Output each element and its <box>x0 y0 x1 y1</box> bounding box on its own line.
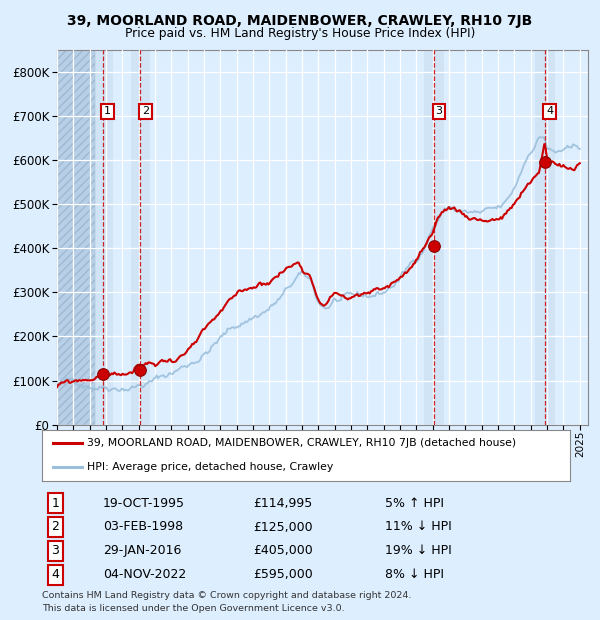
Text: HPI: Average price, detached house, Crawley: HPI: Average price, detached house, Craw… <box>87 462 333 472</box>
Text: 2: 2 <box>51 521 59 533</box>
Text: 29-JAN-2016: 29-JAN-2016 <box>103 544 181 557</box>
Text: 11% ↓ HPI: 11% ↓ HPI <box>385 521 452 533</box>
Text: 04-NOV-2022: 04-NOV-2022 <box>103 569 186 581</box>
Text: £405,000: £405,000 <box>253 544 313 557</box>
Point <box>136 365 145 374</box>
Text: £125,000: £125,000 <box>253 521 313 533</box>
Text: 19-OCT-1995: 19-OCT-1995 <box>103 497 185 510</box>
Point <box>540 157 550 167</box>
Text: £114,995: £114,995 <box>253 497 313 510</box>
Bar <box>424 50 444 425</box>
Text: 39, MOORLAND ROAD, MAIDENBOWER, CRAWLEY, RH10 7JB (detached house): 39, MOORLAND ROAD, MAIDENBOWER, CRAWLEY,… <box>87 438 516 448</box>
Text: 2: 2 <box>142 107 149 117</box>
Text: 39, MOORLAND ROAD, MAIDENBOWER, CRAWLEY, RH10 7JB: 39, MOORLAND ROAD, MAIDENBOWER, CRAWLEY,… <box>67 14 533 28</box>
Text: Contains HM Land Registry data © Crown copyright and database right 2024.: Contains HM Land Registry data © Crown c… <box>42 591 412 600</box>
Bar <box>535 50 554 425</box>
Text: 3: 3 <box>436 107 442 117</box>
Bar <box>131 50 150 425</box>
Text: 1: 1 <box>51 497 59 510</box>
Text: 8% ↓ HPI: 8% ↓ HPI <box>385 569 444 581</box>
Bar <box>57 50 95 425</box>
Point <box>98 369 107 379</box>
Text: Price paid vs. HM Land Registry's House Price Index (HPI): Price paid vs. HM Land Registry's House … <box>125 27 475 40</box>
Text: 4: 4 <box>546 107 553 117</box>
Text: 1: 1 <box>104 107 111 117</box>
Text: 3: 3 <box>51 544 59 557</box>
Text: 5% ↑ HPI: 5% ↑ HPI <box>385 497 444 510</box>
Text: This data is licensed under the Open Government Licence v3.0.: This data is licensed under the Open Gov… <box>42 603 344 613</box>
Point <box>429 241 439 251</box>
Text: 19% ↓ HPI: 19% ↓ HPI <box>385 544 452 557</box>
Text: £595,000: £595,000 <box>253 569 313 581</box>
Text: 4: 4 <box>51 569 59 581</box>
Bar <box>93 50 113 425</box>
Text: 03-FEB-1998: 03-FEB-1998 <box>103 521 183 533</box>
